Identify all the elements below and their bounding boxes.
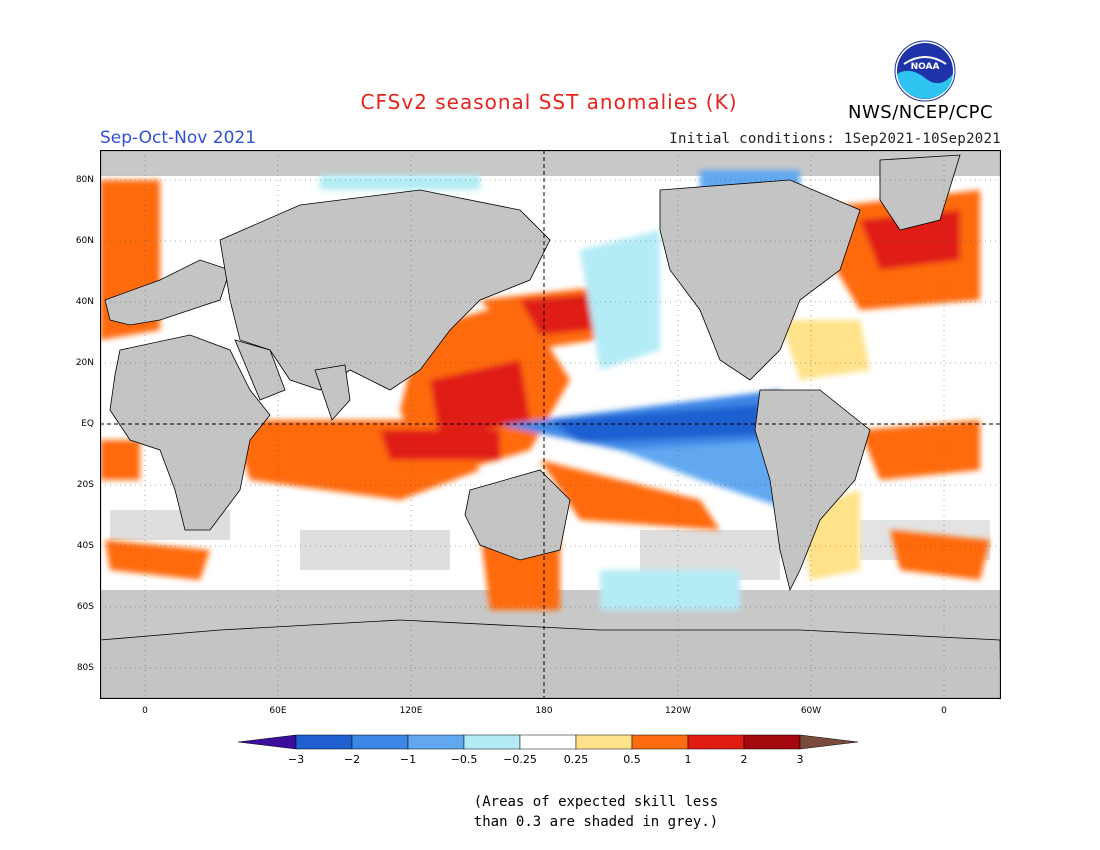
colorbar-tick-label: −1 bbox=[400, 753, 416, 766]
colorbar-tick-label: −3 bbox=[288, 753, 304, 766]
lon-label: 60W bbox=[800, 706, 822, 716]
initial-conditions-label: Initial conditions: 1Sep2021-10Sep2021 bbox=[669, 131, 1001, 147]
lat-label: 40S bbox=[76, 541, 94, 551]
lon-label: 120W bbox=[664, 706, 692, 716]
lat-label: 20S bbox=[76, 480, 94, 490]
colorbar-swatch bbox=[687, 734, 745, 750]
lon-label: 120E bbox=[399, 706, 423, 716]
lat-label: 60S bbox=[76, 602, 94, 612]
skill-note-line: than 0.3 are shaded in grey.) bbox=[473, 814, 719, 830]
colorbar-swatch bbox=[351, 734, 409, 750]
colorbar-swatch bbox=[743, 734, 801, 750]
colorbar-swatch bbox=[575, 734, 633, 750]
skill-note: (Areas of expected skill less than 0.3 a… bbox=[0, 792, 1100, 832]
lon-label: 0 bbox=[142, 706, 148, 716]
lat-label: 80N bbox=[75, 175, 94, 185]
agency-label: NWS/NCEP/CPC bbox=[848, 102, 994, 123]
colorbar-tick-label: 3 bbox=[797, 753, 804, 766]
colorbar-tick-label: −0.5 bbox=[451, 753, 478, 766]
colorbar-tick-label: −2 bbox=[344, 753, 360, 766]
lat-label: EQ bbox=[81, 419, 94, 429]
anomaly-field bbox=[100, 170, 990, 610]
chart-title: CFSv2 seasonal SST anomalies (K) bbox=[360, 90, 738, 114]
colorbar-tick-label: 1 bbox=[685, 753, 692, 766]
colorbar-swatch bbox=[295, 734, 353, 750]
colorbar-swatch bbox=[631, 734, 689, 750]
colorbar-swatch bbox=[463, 734, 521, 750]
graticule bbox=[100, 150, 1001, 699]
lon-label: 0 bbox=[941, 706, 947, 716]
noaa-logo: NOAA bbox=[894, 40, 956, 102]
colorbar: −3 −2 −1 −0.5 −0.25 0.25 0.5 1 2 3 bbox=[238, 734, 859, 766]
colorbar-tick-label: 0.25 bbox=[564, 753, 589, 766]
colorbar-arrow-high bbox=[799, 734, 859, 750]
colorbar-swatch bbox=[519, 734, 577, 750]
colorbar-arrow-low bbox=[238, 734, 297, 750]
svg-text:NOAA: NOAA bbox=[911, 62, 940, 72]
lon-label: 180 bbox=[535, 706, 553, 716]
colorbar-tick-label: 0.5 bbox=[623, 753, 641, 766]
colorbar-swatch bbox=[407, 734, 465, 750]
lat-label: 40N bbox=[75, 297, 94, 307]
colorbar-tick-label: 2 bbox=[741, 753, 748, 766]
colorbar-tick-label: −0.25 bbox=[503, 753, 537, 766]
lat-label: 60N bbox=[75, 236, 94, 246]
season-label: Sep-Oct-Nov 2021 bbox=[100, 128, 257, 148]
land-masses bbox=[100, 154, 1001, 699]
sst-anomaly-map bbox=[100, 150, 1001, 699]
skill-note-line: (Areas of expected skill less bbox=[473, 794, 719, 810]
lon-label: 60E bbox=[269, 706, 287, 716]
lat-label: 80S bbox=[76, 663, 94, 673]
reference-lines bbox=[100, 150, 1001, 699]
lat-label: 20N bbox=[75, 358, 94, 368]
